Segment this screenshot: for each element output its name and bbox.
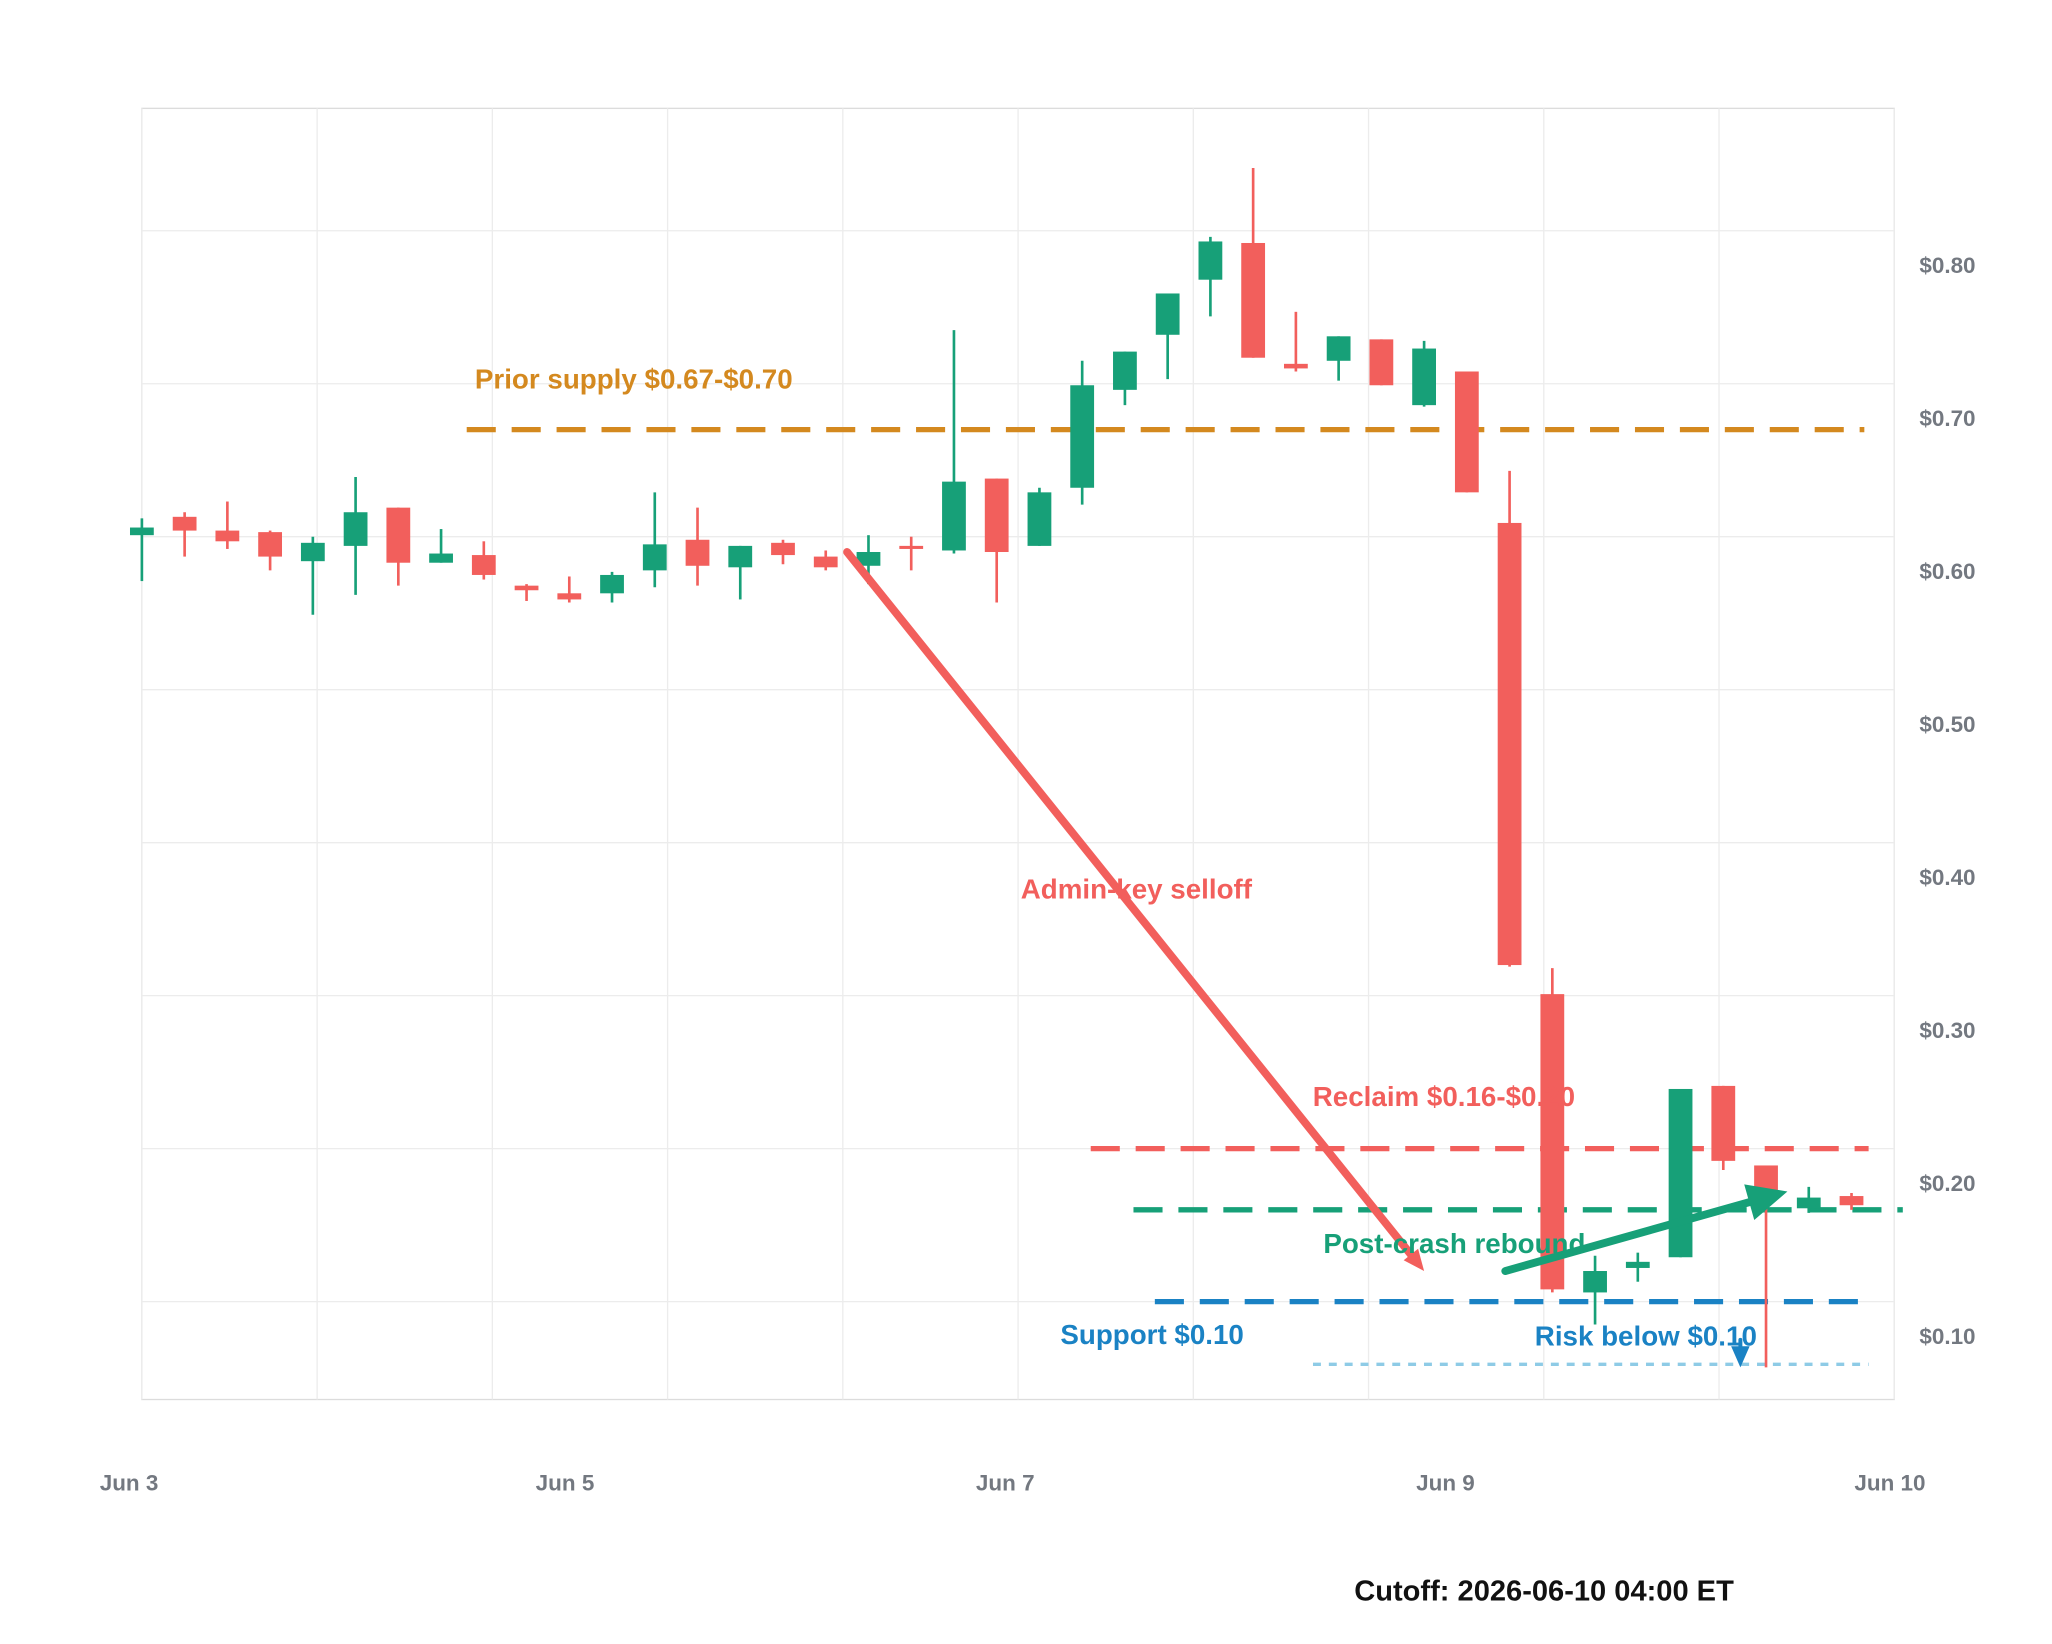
candle-body [429, 553, 453, 563]
candle-body [386, 507, 411, 563]
candle-body [215, 530, 240, 542]
candle-body [1796, 1197, 1821, 1209]
candle-body [1369, 339, 1394, 386]
y-tick-label: $0.20 [1919, 1171, 1975, 1196]
candle-body [1497, 522, 1522, 966]
y-tick-label: $0.30 [1919, 1018, 1975, 1043]
arrow-shaft [1501, 1198, 1754, 1275]
candle-body [1113, 351, 1137, 390]
candle-body [813, 556, 838, 568]
y-tick-label: $0.50 [1919, 712, 1975, 737]
candle-body [514, 585, 539, 591]
candle-body [1155, 293, 1180, 335]
candle-body [1668, 1088, 1693, 1258]
candle-body [1198, 241, 1223, 280]
level-label: Prior supply $0.67-$0.70 [475, 364, 793, 395]
x-tick-label: Jun 7 [976, 1471, 1035, 1496]
candle-body [685, 539, 710, 566]
candle-body [172, 516, 197, 531]
footer: Cutoff: 2026-06-10 04:00 ET [1354, 1575, 1734, 1607]
candle-body [343, 512, 368, 546]
candle-body [984, 478, 1009, 553]
y-tick-label: $0.80 [1919, 253, 1975, 278]
candle-body [1027, 492, 1052, 546]
level-label: Reclaim $0.16-$0.20 [1313, 1081, 1575, 1112]
arrow-head [1744, 1184, 1788, 1221]
candle-body [771, 542, 795, 556]
candle-body [642, 544, 667, 571]
x-tick-label: Jun 3 [100, 1471, 159, 1496]
candle-body [557, 593, 582, 600]
candle-body [600, 574, 624, 594]
candle-body [1839, 1196, 1864, 1206]
candle-body [942, 481, 966, 551]
candle-body [471, 555, 496, 575]
arrow-shaft [843, 548, 1415, 1259]
x-tick-label: Jun 10 [1854, 1471, 1925, 1496]
arrow-head [1403, 1248, 1425, 1272]
x-tick-label: Jun 5 [536, 1471, 595, 1496]
candle-body [129, 527, 154, 536]
arrow-label: Admin-key selloff [1021, 874, 1253, 905]
candle-body [1454, 371, 1479, 493]
y-tick-label: $0.40 [1919, 865, 1975, 890]
candle-body [1540, 994, 1565, 1290]
y-tick-label: $0.10 [1919, 1324, 1975, 1349]
candle-body [1070, 385, 1095, 488]
level-label: Risk below $0.10 [1535, 1320, 1757, 1351]
candle-body [300, 542, 325, 562]
level-label: Support $0.10 [1060, 1319, 1244, 1350]
y-tick-label: $0.60 [1919, 559, 1975, 584]
candle-body [1625, 1261, 1650, 1268]
x-tick-label: Jun 9 [1416, 1471, 1475, 1496]
candle-body [728, 545, 753, 568]
y-tick-label: $0.70 [1919, 406, 1975, 431]
candle-body [1326, 336, 1351, 361]
arrow-head [1731, 1346, 1750, 1368]
candle-body [1412, 348, 1437, 406]
level-label: Post-crash rebound [1323, 1228, 1585, 1259]
candle-body [258, 532, 283, 557]
candle-body [1583, 1271, 1607, 1293]
candle-body [1283, 363, 1308, 369]
candle-body [1711, 1085, 1736, 1161]
candle-body [899, 545, 924, 549]
candle-body [856, 552, 881, 566]
candle-body [1241, 242, 1266, 358]
